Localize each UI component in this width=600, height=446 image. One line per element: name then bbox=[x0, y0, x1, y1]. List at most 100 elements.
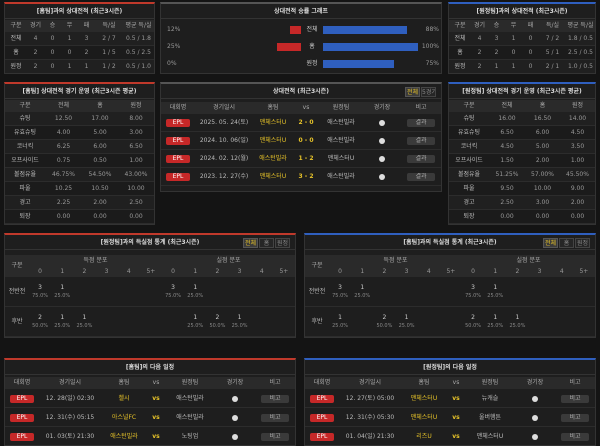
league-badge: EPL bbox=[166, 137, 190, 145]
button[interactable]: 비고 bbox=[261, 413, 289, 422]
column-header: 구분 bbox=[454, 22, 466, 29]
tab[interactable]: 원정 bbox=[275, 238, 290, 248]
table-cell: 맨체스터U bbox=[410, 395, 438, 402]
button[interactable]: 비고 bbox=[261, 394, 289, 403]
table-cell: 3.00 bbox=[129, 129, 143, 136]
table-cell: 3 bbox=[84, 35, 89, 42]
league-badge: EPL bbox=[166, 155, 190, 163]
league-badge: EPL bbox=[166, 173, 190, 181]
row-label: 볼점유율 bbox=[13, 171, 37, 178]
bin-label: 2 bbox=[515, 268, 520, 275]
table-cell: 12. 31(수) 05:15 bbox=[45, 414, 95, 421]
button[interactable]: 비고 bbox=[561, 394, 589, 403]
bin-label: 0 bbox=[171, 268, 175, 275]
column-header: 홈팀 bbox=[118, 379, 130, 386]
bar-home bbox=[277, 43, 301, 51]
panel: [홈팀] 상대전적 경기 운영 (최근3시즌 평균) 구분 전체 홈 원정 슈팅 12.50… bbox=[4, 82, 155, 225]
table-row bbox=[449, 154, 595, 168]
tab[interactable]: 홈 bbox=[259, 238, 274, 248]
column-header: 원정 bbox=[571, 102, 584, 109]
column-header: 경기 bbox=[29, 22, 42, 29]
table-cell: 57.00% bbox=[531, 171, 554, 178]
table-cell: 4.50 bbox=[570, 129, 585, 136]
table-cell: 4.00 bbox=[56, 129, 71, 136]
cell-count: 3 bbox=[338, 284, 342, 291]
row-label: 오프사이드 bbox=[11, 157, 39, 164]
cell-count: 1 bbox=[404, 314, 409, 321]
row-label: 후반 bbox=[11, 318, 23, 325]
cell-percent: 50.0% bbox=[209, 323, 226, 329]
panel: [원정팀]의 다음 일정 대회명 경기일시 홈팀 vs 원정팀 경기장 비고 EPL 12. 27… bbox=[304, 358, 596, 446]
button[interactable]: 결과 bbox=[407, 155, 435, 163]
table-cell: 맨체스터U bbox=[259, 119, 287, 126]
button[interactable]: 결과 bbox=[407, 137, 435, 145]
table-cell: 0 bbox=[511, 49, 516, 56]
button[interactable]: 결과 bbox=[407, 119, 435, 127]
header-row bbox=[305, 255, 595, 277]
row-label: 홈 bbox=[13, 49, 19, 56]
column-header: vs bbox=[452, 379, 460, 386]
bin-label: 2 bbox=[82, 268, 87, 275]
bin-label: 1 bbox=[193, 268, 198, 275]
bin-label: 1 bbox=[60, 268, 65, 275]
table-cell: 6.00 bbox=[535, 129, 550, 136]
column-header: vs bbox=[152, 379, 160, 386]
row-label: 원정 bbox=[454, 63, 466, 70]
tab[interactable]: 전체 bbox=[543, 238, 558, 248]
row-label: 유효슈팅 bbox=[457, 129, 481, 136]
button[interactable]: 비고 bbox=[261, 432, 289, 441]
column-header: 비고 bbox=[569, 379, 581, 386]
tab[interactable]: 전체 bbox=[243, 238, 258, 248]
table-cell: 16.50 bbox=[533, 115, 552, 122]
table-row bbox=[5, 210, 154, 224]
table-cell: 0.00 bbox=[535, 213, 550, 220]
table-cell: 12. 27(토) 05:00 bbox=[345, 395, 395, 402]
table-cell: 맨체스터U bbox=[259, 173, 287, 180]
cell-percent: 25.0% bbox=[187, 323, 204, 329]
table-cell: 0.75 bbox=[56, 157, 71, 164]
cell-count: 3 bbox=[38, 284, 42, 291]
bin-label: 3 bbox=[537, 268, 542, 275]
table-cell: 애스턴빌라 bbox=[327, 173, 355, 180]
table-cell: 2.00 bbox=[93, 199, 107, 206]
button[interactable]: 비고 bbox=[561, 432, 589, 441]
table-row bbox=[449, 126, 595, 140]
table-cell: 1 bbox=[494, 63, 499, 70]
button[interactable]: 결과 bbox=[407, 173, 435, 181]
table-row bbox=[161, 168, 441, 186]
column-header: 구분 bbox=[10, 22, 22, 29]
button[interactable]: 비고 bbox=[561, 413, 589, 422]
league-badge: EPL bbox=[10, 432, 34, 441]
tab[interactable]: 전체 bbox=[405, 87, 420, 97]
table-cell: 애스턴빌라 bbox=[176, 414, 204, 421]
league-badge: EPL bbox=[310, 432, 334, 441]
table-cell: 0 bbox=[528, 49, 533, 56]
table-cell: 1 bbox=[67, 63, 72, 70]
bar-away bbox=[323, 26, 407, 34]
column-header: 패 bbox=[83, 22, 90, 29]
table-cell: 6.25 bbox=[56, 143, 71, 150]
column-header: 득점 분포 bbox=[83, 257, 108, 264]
tab[interactable]: 원정 bbox=[575, 238, 590, 248]
tab[interactable]: 홈 bbox=[559, 238, 574, 248]
table-row bbox=[161, 150, 441, 168]
column-header: 득/실 bbox=[545, 22, 560, 29]
cell-percent: 75.0% bbox=[465, 293, 482, 299]
table-cell: 4 bbox=[33, 35, 38, 42]
tab[interactable]: 5경기 bbox=[421, 87, 436, 97]
table-row bbox=[305, 408, 595, 427]
score: vs bbox=[152, 395, 160, 402]
cell-count: 1 bbox=[82, 314, 87, 321]
table-cell: 12.50 bbox=[54, 115, 73, 122]
table-cell: 맨체스터U bbox=[410, 414, 438, 421]
score: vs bbox=[452, 433, 460, 440]
row-label: 퇴장 bbox=[463, 213, 475, 220]
column-header: 전체 bbox=[57, 102, 70, 109]
column-header: 구분 bbox=[19, 102, 31, 109]
panel: [홈팀]과의 상대전적 (최근3시즌) 구분 경기 승 무 패 득/실 평균 득/실 전체 4 0 1… bbox=[4, 2, 155, 74]
column-header: 구분 bbox=[11, 262, 23, 269]
cell-count: 2 bbox=[471, 314, 475, 321]
table-cell: 0.00 bbox=[500, 213, 514, 220]
table-row bbox=[5, 32, 154, 46]
table-row bbox=[5, 168, 154, 182]
